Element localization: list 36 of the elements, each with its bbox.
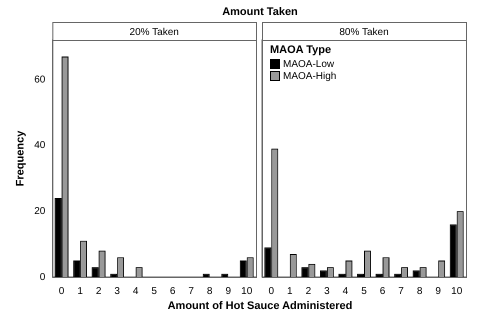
y-axis-title: Frequency	[14, 130, 27, 186]
y-tick-label: 60	[34, 74, 46, 86]
y-tick-label: 20	[34, 206, 46, 217]
x-tick-label: 10	[241, 286, 253, 297]
x-tick-label: 5	[361, 286, 368, 297]
chart-title: 20% Taken	[130, 26, 179, 38]
x-tick-label: 6	[170, 286, 176, 297]
x-tick-label: 5	[151, 286, 158, 297]
x-tick-label: 8	[206, 286, 213, 297]
x-tick-label: 1	[77, 286, 84, 297]
x-tick-label: 0	[268, 286, 274, 297]
x-tick-label: 10	[451, 286, 463, 297]
legend-label: MAOA-High	[283, 70, 336, 82]
x-tick-label: 4	[132, 286, 139, 297]
text: Amount Taken	[221, 6, 299, 18]
x-tick-label: 3	[114, 286, 120, 297]
x-tick-label: 2	[306, 286, 312, 297]
x-tick-label: 7	[188, 286, 194, 297]
x-tick-label: 7	[398, 286, 404, 297]
x-tick-label: 1	[287, 286, 294, 297]
bar	[202, 274, 210, 277]
x-tick-label: 0	[58, 286, 65, 297]
x-tick-label: 9	[225, 286, 232, 297]
bar	[221, 274, 228, 277]
x-axis-title: Amount of Hot Sauce Administered	[166, 300, 354, 312]
x-tick-label: 9	[435, 286, 442, 297]
legend-label: MAOA-Low	[283, 58, 335, 70]
x-tick-label: 6	[380, 286, 386, 297]
y-tick-label: 0	[40, 272, 46, 283]
chart-title: 80% Taken	[339, 26, 389, 38]
x-tick-label: 8	[416, 286, 423, 297]
y-tick-label: 40	[34, 140, 46, 152]
x-tick-label: 4	[342, 286, 349, 297]
x-tick-label: 3	[324, 286, 330, 297]
legend-title: MAOA Type	[270, 44, 332, 56]
x-tick-label: 2	[96, 286, 102, 297]
